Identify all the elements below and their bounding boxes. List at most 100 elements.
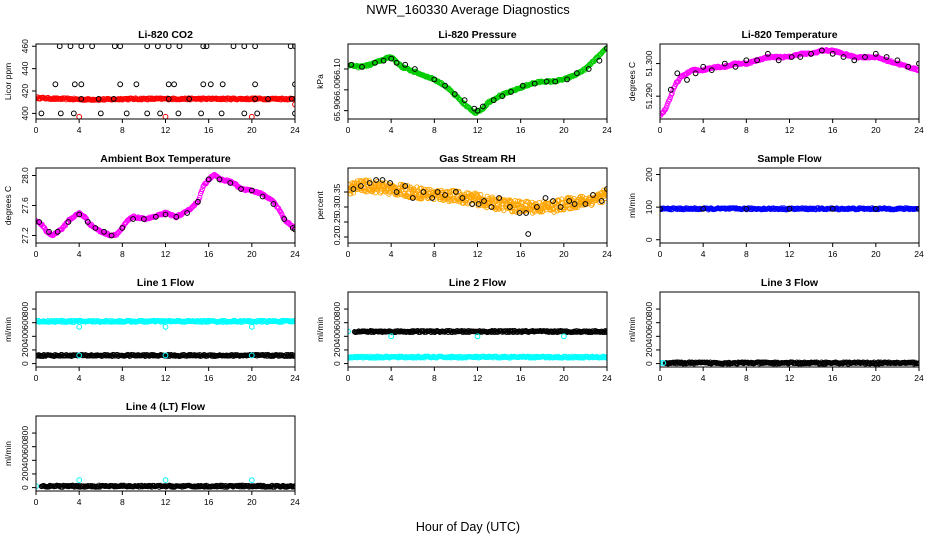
- data-point: [248, 352, 255, 359]
- data-point: [557, 204, 564, 210]
- data-point: [496, 195, 503, 201]
- data-point: [565, 355, 571, 361]
- data-point: [667, 94, 674, 101]
- data-point: [292, 101, 295, 108]
- x-tick-label: 12: [473, 249, 483, 259]
- data-point: [692, 70, 699, 77]
- data-point: [270, 201, 277, 207]
- data-point: [603, 188, 607, 195]
- data-point: [474, 107, 481, 114]
- x-tick-label: 20: [871, 125, 881, 135]
- data-point: [175, 110, 182, 117]
- data-point: [205, 176, 212, 183]
- data-point: [797, 54, 804, 60]
- y-tick-label: 0.35: [332, 183, 342, 200]
- data-point: [359, 64, 365, 70]
- y-tick-label: 0: [332, 361, 342, 366]
- data-point: [281, 216, 288, 222]
- x-tick-label: 16: [516, 249, 526, 259]
- x-tick-label: 16: [516, 373, 526, 383]
- y-tick-label: 200: [644, 343, 654, 357]
- data-point: [123, 110, 130, 117]
- x-tick-label: 12: [785, 373, 795, 383]
- panel-2: Li-820 Temperature degrees C 0 4 8 12 16 20 24 51…: [627, 29, 924, 135]
- x-tick-label: 4: [389, 373, 394, 383]
- panel-title: Li-820 CO2: [138, 29, 193, 41]
- panel-1: Li-820 Pressure kPa 0 4 8 12 16 20 24 65.9066.006…: [315, 29, 612, 135]
- x-tick-label: 8: [744, 249, 749, 259]
- x-tick-label: 16: [828, 125, 838, 135]
- data-point: [708, 67, 715, 73]
- data-point: [393, 59, 400, 66]
- y-tick-label: 600: [644, 315, 654, 329]
- x-tick-label: 12: [785, 249, 795, 259]
- x-tick-label: 0: [658, 249, 663, 259]
- x-tick-label: 16: [204, 497, 214, 507]
- data-point: [564, 76, 570, 83]
- x-tick-label: 12: [161, 497, 171, 507]
- data-point: [78, 81, 85, 88]
- plot-marks: [348, 177, 607, 237]
- y-tick-label: 600: [332, 315, 342, 329]
- data-point: [571, 201, 578, 207]
- data-point: [523, 210, 529, 216]
- x-tick-label: 24: [602, 249, 612, 259]
- data-point: [393, 189, 400, 195]
- data-point: [254, 110, 261, 117]
- data-point: [721, 60, 728, 67]
- data-point: [585, 66, 592, 72]
- x-tick-label: 0: [34, 249, 39, 259]
- data-point: [508, 89, 514, 95]
- data-point: [534, 204, 540, 210]
- data-point: [499, 93, 506, 99]
- data-point: [144, 110, 151, 117]
- data-point: [547, 206, 553, 213]
- data-point: [480, 103, 486, 110]
- data-point: [162, 323, 169, 330]
- x-tick-label: 8: [744, 373, 749, 383]
- data-point: [288, 353, 295, 359]
- data-point: [543, 78, 550, 85]
- panel-title: Line 3 Flow: [761, 277, 819, 289]
- y-axis-label: Licor ppm: [3, 63, 13, 100]
- data-point: [406, 194, 413, 201]
- data-point: [872, 50, 879, 57]
- data-point: [475, 201, 482, 207]
- data-point: [459, 195, 466, 201]
- data-point: [551, 209, 557, 215]
- data-point: [373, 177, 380, 183]
- data-point: [388, 55, 395, 62]
- data-point: [54, 228, 61, 235]
- y-tick-label: 51.290: [644, 83, 654, 109]
- data-point: [602, 328, 607, 334]
- y-tick-label: 440: [20, 61, 30, 75]
- data-point: [788, 54, 795, 60]
- data-point: [195, 198, 201, 205]
- plot-frame: [659, 167, 920, 244]
- x-tick-label: 4: [389, 249, 394, 259]
- data-point: [391, 56, 397, 62]
- plot-marks: [660, 205, 919, 213]
- y-tick-label: 0: [644, 361, 654, 366]
- data-point: [507, 204, 513, 210]
- data-point: [252, 81, 259, 88]
- panel-7: Line 2 Flow ml/min 0 4 8 12 16 20 24 0 20040060080…: [315, 277, 612, 383]
- data-point: [76, 113, 83, 119]
- data-point: [775, 57, 782, 64]
- data-point: [754, 57, 760, 64]
- data-point: [420, 189, 427, 195]
- data-point: [186, 96, 193, 102]
- panel-title: Ambient Box Temperature: [100, 153, 231, 165]
- data-point: [490, 97, 497, 104]
- data-point: [603, 355, 607, 361]
- data-point: [287, 44, 294, 50]
- x-tick-label: 12: [161, 373, 171, 383]
- plot-marks: [348, 45, 607, 116]
- y-tick-label: 420: [20, 84, 30, 98]
- data-point: [366, 178, 373, 184]
- y-tick-label: 0.25: [332, 213, 342, 230]
- panel-5: Sample Flow ml/min 0 4 8 12 16 20 24 0 100 200: [627, 153, 924, 259]
- data-point: [590, 192, 596, 198]
